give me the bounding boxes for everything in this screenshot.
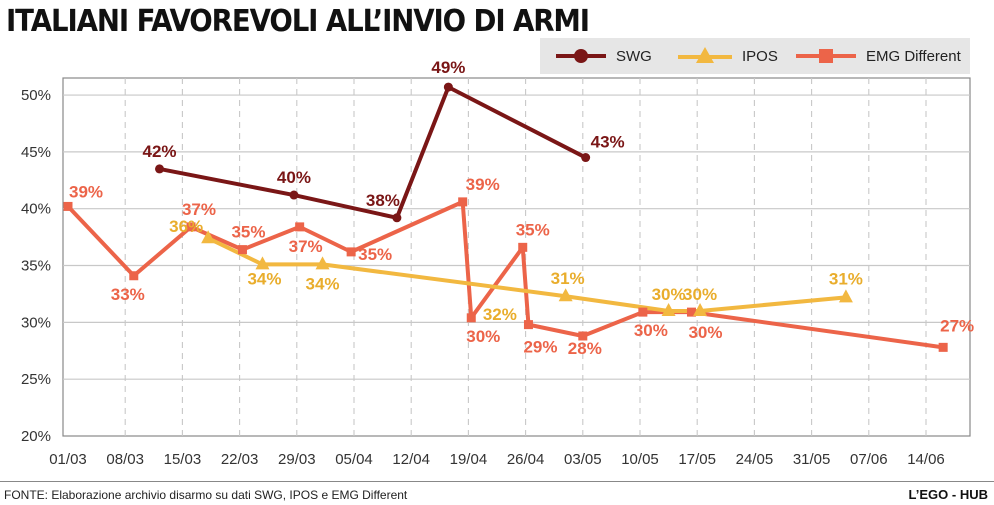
data-point [581, 153, 591, 163]
series-line-emg-different [66, 199, 944, 350]
data-point [558, 288, 573, 302]
data-point [578, 331, 588, 341]
data-label: 31% [551, 269, 585, 288]
data-label: 32% [483, 305, 517, 324]
data-point [443, 82, 453, 92]
square-icon [796, 49, 856, 63]
x-tick-label: 22/03 [221, 451, 259, 468]
data-label: 27% [940, 316, 974, 335]
data-point [255, 256, 270, 270]
data-label: 42% [143, 142, 177, 161]
legend: SWG IPOS EMG Different [540, 38, 970, 74]
data-point [392, 213, 402, 223]
data-point [289, 190, 299, 200]
x-tick-label: 17/05 [678, 451, 716, 468]
line-chart: 20% 25% 30% 35% 40% 45% 50% 01/03 08/03 15/03 22/0… [21, 58, 974, 468]
x-tick-label: 26/04 [507, 451, 545, 468]
x-tick-label: 03/05 [564, 451, 602, 468]
data-label: 49% [431, 58, 465, 77]
data-point [938, 342, 948, 352]
data-point [661, 302, 676, 316]
plot-frame [62, 77, 971, 437]
x-tick-label: 05/04 [335, 451, 373, 468]
x-tick-label: 10/05 [621, 451, 659, 468]
x-tick-label: 12/04 [392, 451, 430, 468]
data-point [458, 197, 468, 207]
data-point [315, 256, 330, 270]
data-label: 34% [306, 274, 340, 293]
data-label: 40% [277, 168, 311, 187]
data-label: 30% [466, 327, 500, 346]
x-tick-label: 19/04 [450, 451, 488, 468]
data-point [638, 307, 648, 317]
x-tick-label: 07/06 [850, 451, 888, 468]
legend-item-emg: EMG Different [794, 38, 961, 74]
data-point [63, 201, 73, 211]
y-tick-label: 30% [21, 314, 51, 331]
y-tick-label: 25% [21, 371, 51, 388]
data-point [129, 271, 139, 281]
y-tick-label: 40% [21, 201, 51, 218]
data-label: 38% [366, 191, 400, 210]
data-label: 28% [568, 339, 602, 358]
x-tick-label: 29/03 [278, 451, 316, 468]
data-label: 30% [652, 285, 686, 304]
data-label: 35% [231, 223, 265, 242]
data-label: 37% [182, 200, 216, 219]
data-point [237, 245, 247, 255]
data-label: 30% [634, 321, 668, 340]
circle-icon [556, 49, 606, 63]
data-label: 35% [358, 245, 392, 264]
legend-item-ipos: IPOS [676, 38, 778, 74]
legend-label-emg: EMG Different [866, 47, 961, 65]
data-label: 33% [111, 285, 145, 304]
data-point [693, 302, 708, 316]
x-tick-label: 01/03 [49, 451, 87, 468]
data-label: 30% [683, 285, 717, 304]
data-point [295, 222, 305, 232]
data-label: 35% [516, 220, 550, 239]
y-tick-label: 35% [21, 258, 51, 275]
x-tick-label: 31/05 [793, 451, 831, 468]
data-point [186, 222, 196, 232]
data-label: 30% [688, 323, 722, 342]
x-tick-label: 24/05 [736, 451, 774, 468]
x-tick-label: 08/03 [106, 451, 144, 468]
y-tick-label: 45% [21, 144, 51, 161]
legend-label-swg: SWG [616, 47, 652, 65]
data-label: 34% [247, 269, 281, 288]
brand-logo: L’EGO - HUB [908, 487, 988, 502]
legend-item-swg: SWG [554, 38, 652, 74]
data-point [346, 247, 356, 257]
footer-divider [0, 481, 994, 482]
legend-label-ipos: IPOS [742, 47, 778, 65]
data-point [518, 242, 528, 252]
data-label: 43% [591, 133, 625, 152]
data-label: 31% [829, 269, 863, 288]
data-label: 36% [169, 217, 203, 236]
source-note: FONTE: Elaborazione archivio disarmo su … [4, 488, 408, 502]
data-point [523, 320, 533, 330]
triangle-icon [678, 47, 732, 63]
data-point [201, 230, 216, 244]
data-point [838, 289, 853, 303]
data-label: 29% [523, 338, 557, 357]
data-point [686, 307, 696, 317]
y-tick-label: 50% [21, 87, 51, 104]
data-label: 37% [289, 237, 323, 256]
x-tick-label: 15/03 [164, 451, 202, 468]
data-label: 39% [69, 182, 103, 201]
x-tick-label: 14/06 [907, 451, 945, 468]
data-point [466, 313, 476, 323]
data-label: 39% [466, 175, 500, 194]
chart-title: ITALIANI FAVOREVOLI ALL’INVIO DI ARMI [6, 4, 590, 39]
y-tick-label: 20% [21, 428, 51, 445]
data-point [155, 164, 165, 174]
